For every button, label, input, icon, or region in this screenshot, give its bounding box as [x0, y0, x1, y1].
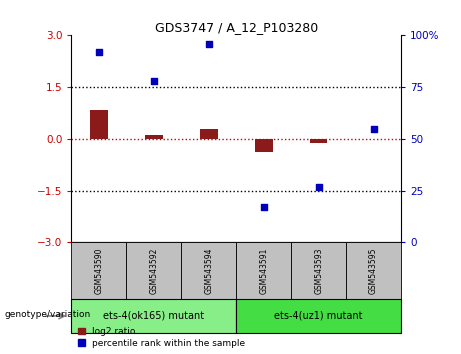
Bar — [310, 139, 327, 143]
Point — [260, 205, 267, 210]
Bar — [346, 242, 401, 299]
Bar — [236, 242, 291, 299]
Text: GSM543590: GSM543590 — [95, 247, 103, 294]
Point — [95, 49, 103, 55]
Text: GSM543592: GSM543592 — [149, 247, 159, 294]
Point — [370, 126, 377, 131]
Bar — [181, 242, 236, 299]
Title: GDS3747 / A_12_P103280: GDS3747 / A_12_P103280 — [154, 21, 318, 34]
Text: GSM543595: GSM543595 — [369, 247, 378, 294]
Point — [150, 78, 158, 84]
Legend: log2 ratio, percentile rank within the sample: log2 ratio, percentile rank within the s… — [76, 325, 247, 349]
Text: ets-4(ok165) mutant: ets-4(ok165) mutant — [103, 311, 204, 321]
Text: GSM543591: GSM543591 — [259, 247, 268, 294]
Bar — [126, 242, 181, 299]
Bar — [71, 242, 126, 299]
Bar — [291, 242, 346, 299]
Text: ets-4(uz1) mutant: ets-4(uz1) mutant — [274, 311, 363, 321]
Bar — [200, 129, 218, 139]
Text: GSM543593: GSM543593 — [314, 247, 323, 294]
Bar — [236, 299, 401, 333]
Bar — [71, 299, 236, 333]
Bar — [145, 135, 163, 139]
Point — [315, 184, 322, 189]
Bar — [90, 110, 108, 139]
Text: genotype/variation: genotype/variation — [5, 310, 91, 319]
Bar — [255, 139, 272, 152]
Point — [205, 41, 213, 46]
Text: GSM543594: GSM543594 — [204, 247, 213, 294]
